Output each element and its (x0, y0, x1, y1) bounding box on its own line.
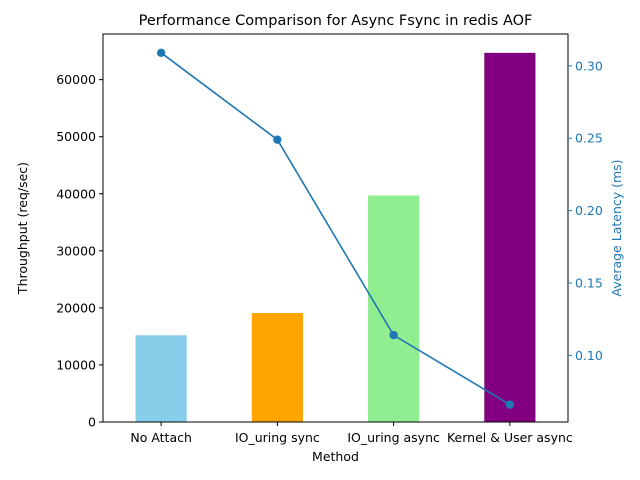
right-tick-label: 0.20 (575, 203, 603, 218)
x-tick-label: No Attach (130, 430, 192, 445)
left-tick-label: 20000 (56, 300, 96, 315)
x-axis-title: Method (312, 449, 359, 464)
bar-io-uring-async (368, 195, 420, 422)
x-tick-label: IO_uring sync (235, 430, 320, 445)
left-axis-ticks: 0 10000 20000 30000 40000 50000 60000 (56, 72, 103, 430)
bar-kernel-user-async (484, 52, 536, 423)
latency-point-2 (273, 135, 282, 144)
bar-no-attach (135, 335, 187, 422)
bar-io-uring-sync (251, 313, 303, 422)
left-tick-label: 0 (88, 415, 96, 430)
x-tick-label: IO_uring async (347, 430, 440, 445)
right-tick-label: 0.10 (575, 348, 603, 363)
plot-frame (102, 33, 569, 423)
chart-title: Performance Comparison for Async Fsync i… (139, 13, 533, 29)
latency-point-4 (505, 400, 515, 409)
left-tick-label: 10000 (56, 357, 96, 372)
latency-point-1 (156, 48, 166, 58)
right-axis-ticks: 0.10 0.15 0.20 0.25 0.30 (568, 58, 603, 363)
left-tick-label: 60000 (56, 72, 96, 87)
right-tick-label: 0.25 (575, 131, 603, 146)
bars-group (135, 52, 536, 423)
latency-point-3 (389, 330, 398, 340)
latency-line-group (156, 48, 515, 409)
right-axis-title: Average Latency (ms) (609, 159, 624, 296)
left-tick-label: 40000 (56, 186, 96, 201)
left-tick-label: 30000 (56, 243, 96, 258)
right-tick-label: 0.15 (575, 276, 603, 291)
x-axis-ticks: No Attach IO_uring sync IO_uring async Kern… (130, 422, 573, 445)
x-tick-label: Kernel & User async (447, 430, 573, 445)
left-axis-title: Throughput (req/sec) (15, 162, 30, 295)
right-tick-label: 0.30 (575, 58, 603, 73)
left-tick-label: 50000 (56, 129, 96, 144)
latency-line (160, 52, 511, 406)
